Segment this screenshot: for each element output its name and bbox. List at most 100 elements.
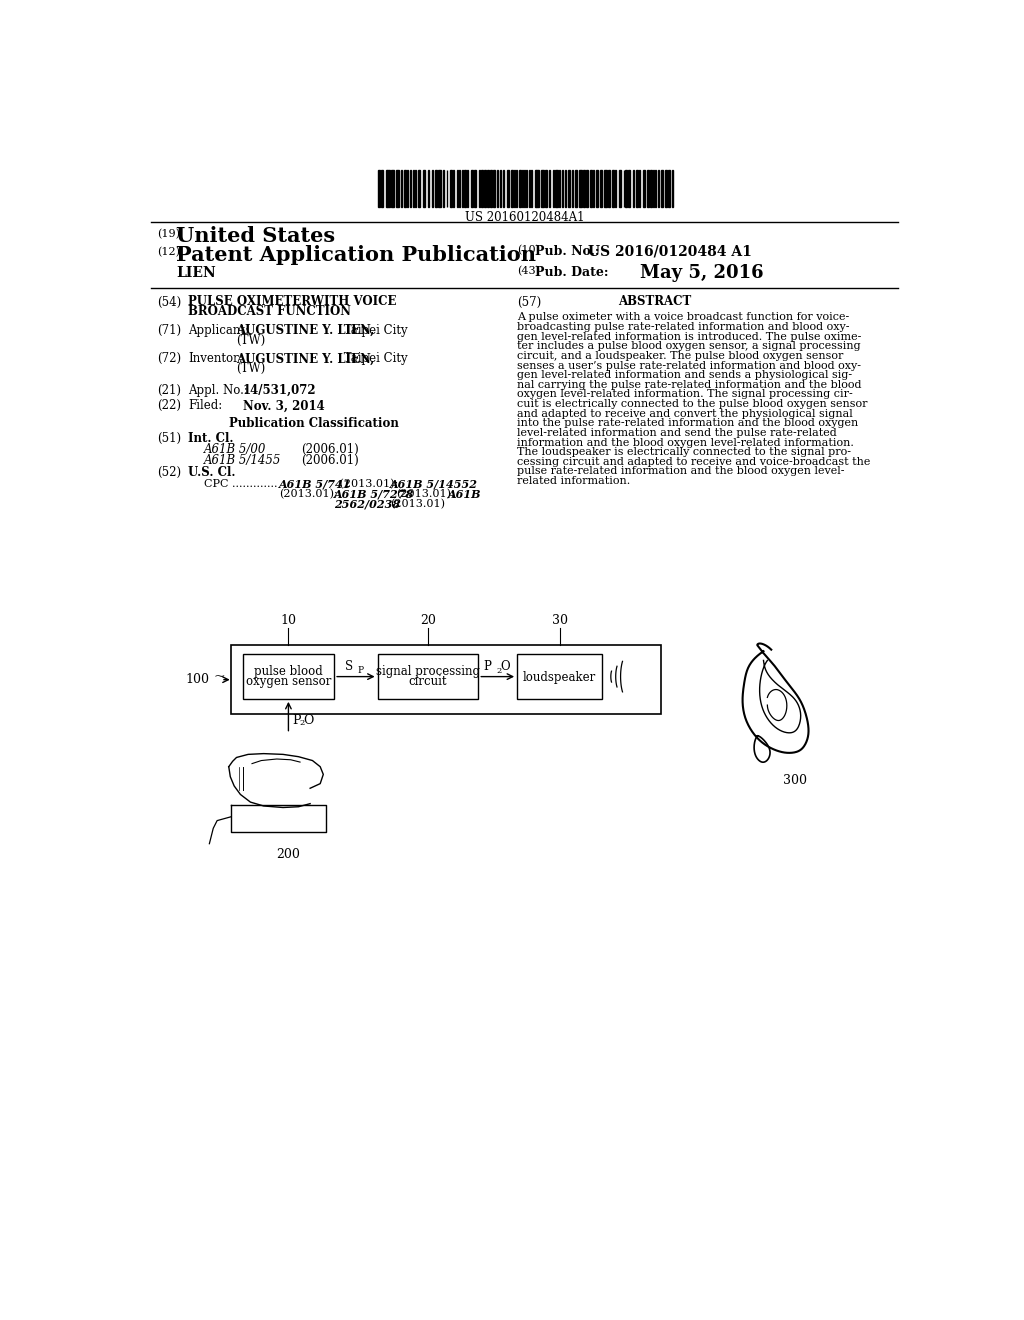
Bar <box>583 170 585 207</box>
Bar <box>391 170 394 207</box>
Bar <box>434 170 437 207</box>
Text: 2: 2 <box>496 667 502 675</box>
Bar <box>652 170 654 207</box>
Bar <box>481 170 482 207</box>
Bar <box>600 170 602 207</box>
Text: US 2016/0120484 A1: US 2016/0120484 A1 <box>589 244 753 259</box>
Bar <box>381 170 383 207</box>
Text: Pub. Date:: Pub. Date: <box>535 267 608 280</box>
Text: gen level-related information is introduced. The pulse oxime-: gen level-related information is introdu… <box>517 331 861 342</box>
Text: oxygen sensor: oxygen sensor <box>246 676 331 689</box>
Bar <box>500 170 501 207</box>
Text: pulse rate-related information and the blood oxygen level-: pulse rate-related information and the b… <box>517 466 845 477</box>
Text: (51): (51) <box>158 432 181 445</box>
Text: CPC .............: CPC ............. <box>204 479 278 488</box>
Text: O: O <box>501 660 510 673</box>
Text: circuit: circuit <box>409 675 447 688</box>
Bar <box>660 170 664 207</box>
Bar <box>642 170 645 207</box>
Text: US 20160120484A1: US 20160120484A1 <box>465 211 585 224</box>
Bar <box>596 170 598 207</box>
Text: 30: 30 <box>552 614 567 627</box>
Text: A61B 5/00: A61B 5/00 <box>204 444 266 457</box>
Text: 100: 100 <box>185 673 209 686</box>
Bar <box>378 655 478 700</box>
Bar <box>497 170 498 207</box>
Bar <box>518 170 521 207</box>
Text: (57): (57) <box>517 296 542 309</box>
Bar <box>575 170 577 207</box>
Bar <box>647 170 649 207</box>
Text: A61B: A61B <box>449 488 481 500</box>
Bar <box>471 170 473 207</box>
Bar <box>665 170 667 207</box>
Text: 20: 20 <box>420 614 436 627</box>
Text: gen level-related information and sends a physiological sig-: gen level-related information and sends … <box>517 370 852 380</box>
Text: into the pulse rate-related information and the blood oxygen: into the pulse rate-related information … <box>517 418 858 428</box>
Text: 200: 200 <box>276 847 300 861</box>
Text: 10: 10 <box>281 614 296 627</box>
Text: and adapted to receive and convert the physiological signal: and adapted to receive and convert the p… <box>517 409 853 418</box>
Bar <box>407 170 409 207</box>
Text: P: P <box>292 714 301 727</box>
Text: ~: ~ <box>213 669 225 684</box>
Bar <box>464 170 466 207</box>
Text: Taipei City: Taipei City <box>340 323 408 337</box>
Text: Publication Classification: Publication Classification <box>229 417 399 430</box>
Text: Int. Cl.: Int. Cl. <box>188 432 233 445</box>
Bar <box>542 170 544 207</box>
Bar <box>604 170 606 207</box>
Text: A pulse oximeter with a voice broadcast function for voice-: A pulse oximeter with a voice broadcast … <box>517 313 849 322</box>
Text: loudspeaker: loudspeaker <box>523 671 596 684</box>
Bar <box>431 170 433 207</box>
Text: information and the blood oxygen level-related information.: information and the blood oxygen level-r… <box>517 437 854 447</box>
Text: A61B 5/7278: A61B 5/7278 <box>334 488 415 500</box>
Bar <box>650 170 652 207</box>
Text: S: S <box>345 660 352 673</box>
Bar <box>493 170 496 207</box>
Bar <box>612 170 614 207</box>
Text: The loudspeaker is electrically connected to the signal pro-: The loudspeaker is electrically connecte… <box>517 447 851 457</box>
Text: Patent Application Publication: Patent Application Publication <box>176 244 536 264</box>
Bar <box>507 170 509 207</box>
Bar <box>487 170 488 207</box>
Text: signal processing: signal processing <box>376 665 480 677</box>
Text: (2013.01);: (2013.01); <box>280 488 338 499</box>
Text: ter includes a pulse blood oxygen sensor, a signal processing: ter includes a pulse blood oxygen sensor… <box>517 342 861 351</box>
Text: 14/531,072: 14/531,072 <box>243 384 316 397</box>
Text: (2013.01);: (2013.01); <box>336 479 398 488</box>
Text: (52): (52) <box>158 466 181 479</box>
Text: 300: 300 <box>782 775 807 788</box>
Bar <box>428 170 429 207</box>
Text: A61B 5/741: A61B 5/741 <box>280 479 351 490</box>
Text: nal carrying the pulse rate-related information and the blood: nal carrying the pulse rate-related info… <box>517 380 861 389</box>
Bar <box>545 170 547 207</box>
Bar <box>537 170 539 207</box>
Text: United States: United States <box>176 226 335 246</box>
Bar <box>590 170 592 207</box>
Bar <box>474 170 476 207</box>
Text: 2: 2 <box>299 719 304 727</box>
Text: (72): (72) <box>158 352 181 366</box>
Bar <box>522 170 523 207</box>
Text: related information.: related information. <box>517 477 631 486</box>
Text: Applicant:: Applicant: <box>188 323 250 337</box>
Text: A61B 5/14552: A61B 5/14552 <box>390 479 478 490</box>
Text: (22): (22) <box>158 400 181 412</box>
Bar <box>423 170 425 207</box>
Text: (2013.01);: (2013.01); <box>396 488 455 499</box>
Text: PULSE OXIMETERWITH VOICE: PULSE OXIMETERWITH VOICE <box>188 296 397 309</box>
Bar <box>484 170 485 207</box>
Bar <box>415 170 416 207</box>
Bar <box>396 170 398 207</box>
Text: P: P <box>483 660 492 673</box>
Bar <box>628 170 630 207</box>
Bar <box>243 655 334 700</box>
Text: (21): (21) <box>158 384 181 397</box>
Text: P: P <box>357 667 364 675</box>
Text: May 5, 2016: May 5, 2016 <box>640 264 763 282</box>
Text: BROADCAST FUNCTION: BROADCAST FUNCTION <box>188 305 351 318</box>
Text: A61B 5/1455: A61B 5/1455 <box>204 454 282 467</box>
Bar <box>618 170 622 207</box>
Text: (71): (71) <box>158 323 181 337</box>
